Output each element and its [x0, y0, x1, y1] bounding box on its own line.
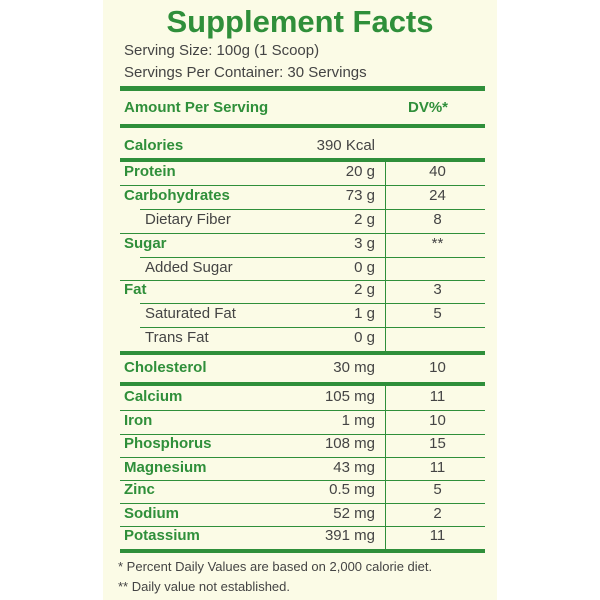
footnote: ** Daily value not established.	[118, 579, 290, 594]
nutrient-name: Trans Fat	[145, 329, 209, 346]
amount: 73 g	[345, 187, 375, 204]
daily-value: 5	[433, 481, 442, 498]
amount: 30 mg	[333, 359, 375, 376]
amount: 2 g	[354, 281, 375, 298]
amount: 0 g	[354, 259, 375, 276]
amount: 1 mg	[341, 412, 375, 429]
serving-size: Serving Size: 100g (1 Scoop)	[124, 42, 320, 59]
nutrient-name: Added Sugar	[145, 259, 233, 276]
daily-value: 8	[433, 211, 442, 228]
row-rule	[120, 410, 485, 411]
row-rule	[140, 303, 485, 304]
title: Supplement Facts	[166, 4, 434, 39]
daily-value: 24	[429, 187, 446, 204]
amount: 390 Kcal	[316, 137, 375, 154]
row-rule	[120, 280, 485, 281]
daily-value: **	[431, 235, 444, 252]
nutrient-name: Dietary Fiber	[145, 211, 231, 228]
row-rule	[140, 257, 485, 258]
thick-rule	[120, 549, 485, 553]
nutrient-name: Carbohydrates	[124, 187, 230, 204]
amount: 43 mg	[333, 459, 375, 476]
column-rule	[385, 162, 386, 351]
amount: 0 g	[354, 329, 375, 346]
amount: 0.5 mg	[329, 481, 375, 498]
daily-value: 10	[429, 412, 446, 429]
amount: 2 g	[354, 211, 375, 228]
nutrient-name: Saturated Fat	[145, 305, 236, 322]
row-rule	[120, 457, 485, 458]
thick-rule	[120, 124, 485, 128]
nutrient-name: Iron	[124, 412, 153, 429]
nutrient-name: Potassium	[124, 527, 200, 544]
daily-value: 11	[429, 527, 446, 544]
thick-rule	[120, 382, 485, 386]
amount-header: Amount Per Serving	[124, 99, 269, 116]
row-rule	[140, 327, 485, 328]
thick-rule	[120, 351, 485, 355]
amount: 52 mg	[333, 505, 375, 522]
servings-per-container: Servings Per Container: 30 Servings	[124, 64, 367, 81]
daily-value: 3	[433, 281, 442, 298]
nutrient-name: Protein	[124, 163, 176, 180]
amount: 391 mg	[324, 527, 375, 544]
nutrient-name: Sugar	[124, 235, 167, 252]
amount: 1 g	[354, 305, 375, 322]
amount: 3 g	[354, 235, 375, 252]
thick-rule	[120, 158, 485, 162]
dv-header: DV%*	[408, 99, 449, 116]
thick-rule	[120, 86, 485, 91]
daily-value: 10	[429, 359, 446, 376]
daily-value: 5	[433, 305, 442, 322]
footnote: * Percent Daily Values are based on 2,00…	[118, 559, 433, 574]
amount: 105 mg	[324, 388, 375, 405]
row-rule	[120, 480, 485, 481]
row-rule	[120, 503, 485, 504]
nutrient-name: Cholesterol	[124, 359, 207, 376]
label-panel	[103, 0, 497, 600]
row-rule	[140, 209, 485, 210]
amount: 108 mg	[324, 435, 375, 452]
daily-value: 11	[429, 459, 446, 476]
daily-value: 2	[433, 505, 442, 522]
nutrient-name: Calcium	[124, 388, 183, 405]
row-rule	[120, 185, 485, 186]
row-rule	[120, 233, 485, 234]
nutrient-name: Sodium	[124, 505, 179, 522]
nutrient-name: Calories	[124, 137, 184, 154]
daily-value: 40	[429, 163, 446, 180]
daily-value: 15	[429, 435, 446, 452]
row-rule	[120, 526, 485, 527]
row-rule	[120, 434, 485, 435]
nutrient-name: Phosphorus	[124, 435, 212, 452]
column-rule	[385, 386, 386, 549]
daily-value: 11	[429, 388, 446, 405]
nutrient-name: Fat	[124, 281, 147, 298]
nutrient-name: Magnesium	[124, 459, 207, 476]
nutrient-name: Zinc	[124, 481, 155, 498]
amount: 20 g	[345, 163, 375, 180]
